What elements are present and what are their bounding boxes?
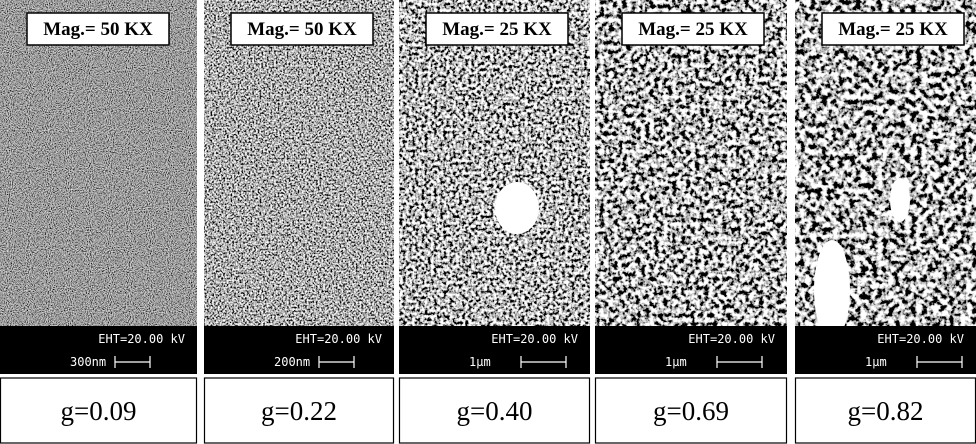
- eht-label: EHT=20.00 kV: [688, 332, 775, 346]
- magnification-label: Mag.= 25 KX: [638, 19, 748, 40]
- sem-image: [399, 0, 590, 326]
- caption: g=0.40: [457, 396, 533, 426]
- caption: g=0.22: [261, 396, 337, 426]
- sem-image: [204, 0, 394, 326]
- particle: [495, 182, 539, 234]
- eht-label: EHT=20.00 kV: [491, 332, 578, 346]
- sem-panel: Mag.= 25 KX EHT=20.00 kV 1µm g=0.82: [795, 0, 976, 443]
- scale-label: 200nm: [274, 355, 310, 369]
- magnification-label: Mag.= 25 KX: [838, 19, 948, 40]
- eht-label: EHT=20.00 kV: [295, 332, 382, 346]
- eht-label: EHT=20.00 kV: [98, 332, 185, 346]
- figure: Mag.= 50 KXEHT=20.00 kV300nmg=0.09Mag.= …: [0, 0, 976, 444]
- caption: g=0.69: [653, 396, 729, 426]
- caption: g=0.09: [61, 396, 137, 426]
- sem-panel: Mag.= 50 KX EHT=20.00 kV 300nm g=0.09: [0, 0, 197, 443]
- magnification-label: Mag.= 25 KX: [442, 19, 552, 40]
- scale-label: 1µm: [865, 355, 887, 369]
- scale-label: 300nm: [70, 355, 106, 369]
- caption: g=0.82: [848, 396, 924, 426]
- sem-image: [0, 0, 197, 326]
- particle: [890, 178, 910, 222]
- scale-label: 1µm: [469, 355, 491, 369]
- magnification-label: Mag.= 50 KX: [247, 19, 357, 40]
- sem-image: [595, 0, 787, 326]
- particle: [814, 240, 850, 340]
- scale-label: 1µm: [665, 355, 687, 369]
- magnification-label: Mag.= 50 KX: [43, 19, 153, 40]
- sem-panel: Mag.= 50 KX EHT=20.00 kV 200nm g=0.22: [204, 0, 394, 443]
- eht-label: EHT=20.00 kV: [877, 332, 964, 346]
